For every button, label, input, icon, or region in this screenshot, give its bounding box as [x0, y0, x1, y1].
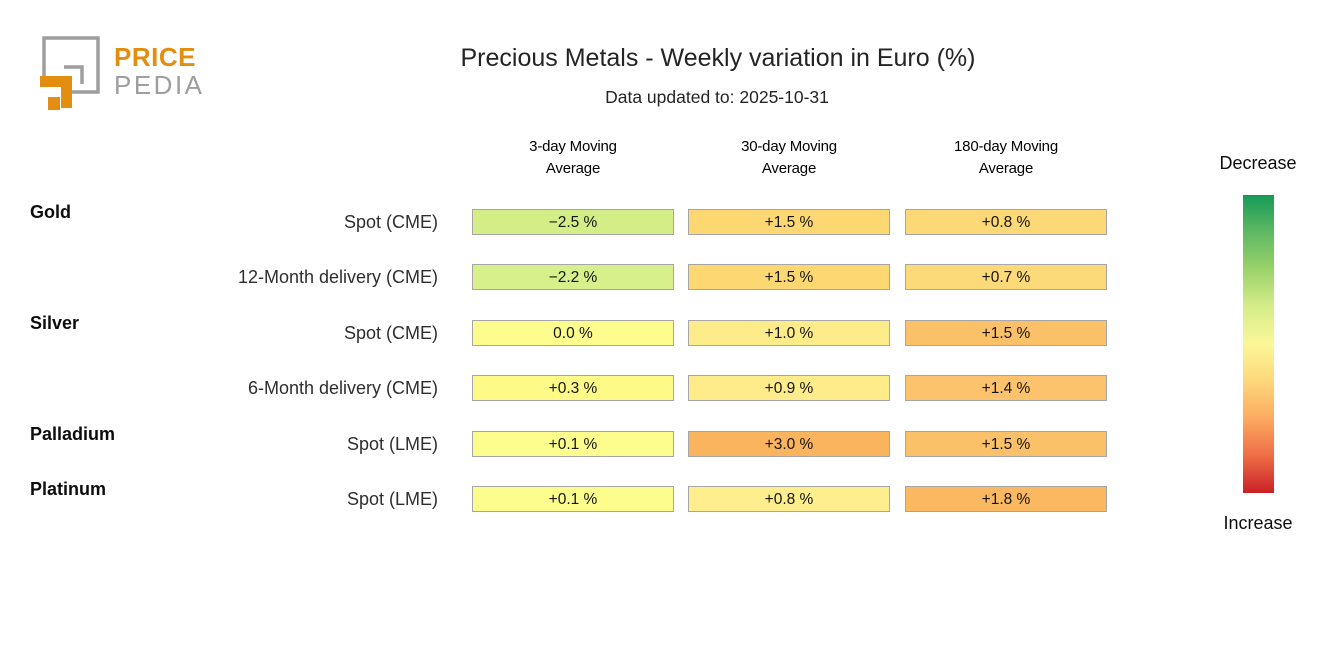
- table-row: 6-Month delivery (CME) +0.3 % +0.9 % +1.…: [0, 375, 1320, 401]
- contract-label: 12-Month delivery (CME): [237, 267, 438, 287]
- heatmap-cell: −2.2 %: [472, 264, 674, 290]
- metal-group-label: Palladium: [30, 424, 116, 444]
- contract-label: Spot (LME): [346, 489, 438, 509]
- legend-increase-label: Increase: [1223, 513, 1293, 533]
- table-row: Platinum Spot (LME) +0.1 % +0.8 % +1.8 %: [0, 479, 1320, 512]
- table-row: Silver Spot (CME) 0.0 % +1.0 % +1.5 %: [0, 313, 1320, 346]
- table-row: Gold Spot (CME) −2.5 % +1.5 % +0.8 %: [0, 202, 1320, 235]
- table-row: Palladium Spot (LME) +0.1 % +3.0 % +1.5 …: [0, 424, 1320, 457]
- heatmap-cell: +0.8 %: [688, 486, 890, 512]
- logo-outer-square: [42, 36, 100, 94]
- logo-orange-bracket: [40, 76, 72, 108]
- heatmap-cell: +1.5 %: [905, 320, 1107, 346]
- heatmap-cell: +1.8 %: [905, 486, 1107, 512]
- logo-text-pedia: PEDIA: [114, 70, 205, 100]
- contract-label: Spot (CME): [343, 212, 438, 232]
- logo-inner-corner: [64, 65, 84, 84]
- heatmap-cell: +0.9 %: [688, 375, 890, 401]
- contract-label: Spot (CME): [343, 323, 438, 343]
- heatmap-cell: +0.8 %: [905, 209, 1107, 235]
- metal-group-label: Gold: [30, 202, 71, 222]
- table-row: 12-Month delivery (CME) −2.2 % +1.5 % +0…: [0, 264, 1320, 290]
- heatmap-cell: 0.0 %: [472, 320, 674, 346]
- heatmap-cell: +0.3 %: [472, 375, 674, 401]
- pricepedia-logo-icon: [40, 36, 100, 110]
- heatmap-cell: +1.5 %: [905, 431, 1107, 457]
- metal-group-label: Silver: [30, 313, 80, 333]
- heatmap-cell: +1.0 %: [688, 320, 890, 346]
- contract-label: Spot (LME): [346, 434, 438, 454]
- logo-text-price: PRICE: [114, 42, 196, 72]
- heatmap-cell: +3.0 %: [688, 431, 890, 457]
- legend-decrease-label: Decrease: [1219, 153, 1297, 173]
- heatmap-cell: +1.5 %: [688, 209, 890, 235]
- heatmap-cell: +0.1 %: [472, 486, 674, 512]
- chart-title: Precious Metals - Weekly variation in Eu…: [460, 44, 976, 72]
- heatmap-cell: +0.7 %: [905, 264, 1107, 290]
- heatmap-cell: +1.4 %: [905, 375, 1107, 401]
- pricepedia-logo: PRICE PEDIA: [38, 34, 205, 114]
- column-header-180day: 180-day Moving Average: [954, 138, 1058, 177]
- metal-group-label: Platinum: [30, 479, 107, 499]
- column-header-3day: 3-day Moving Average: [529, 138, 617, 177]
- logo-orange-square: [48, 97, 60, 110]
- logo-wordmark: PRICE PEDIA: [114, 43, 205, 99]
- contract-label: 6-Month delivery (CME): [247, 378, 438, 398]
- chart-subtitle: Data updated to: 2025-10-31: [605, 87, 829, 107]
- column-header-30day: 30-day Moving Average: [741, 138, 837, 177]
- heatmap-cell: +0.1 %: [472, 431, 674, 457]
- heatmap-cell: +1.5 %: [688, 264, 890, 290]
- legend-gradient-bar: [1243, 195, 1274, 493]
- heatmap-cell: −2.5 %: [472, 209, 674, 235]
